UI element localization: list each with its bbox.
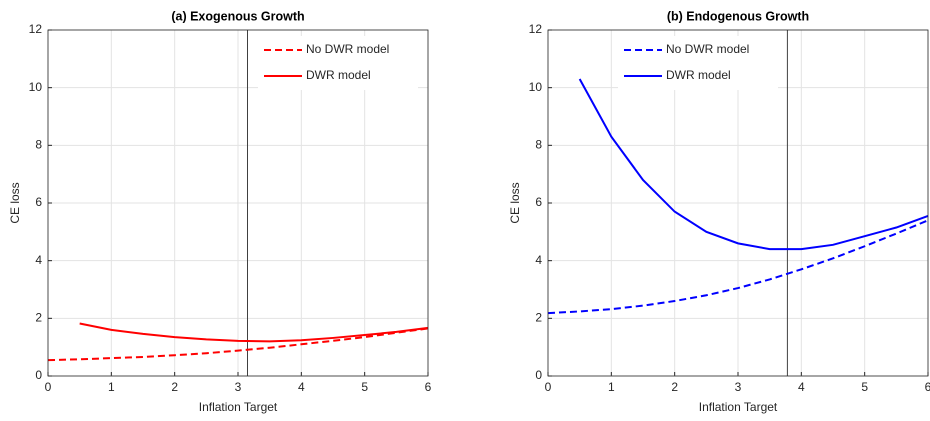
x-tick-label: 2 — [671, 380, 678, 394]
x-tick-label: 1 — [608, 380, 615, 394]
series-line — [79, 322, 429, 343]
y-tick-label: 4 — [35, 253, 42, 267]
legend-label: DWR model — [306, 68, 371, 82]
y-tick-label: 2 — [35, 311, 42, 325]
legend-box — [258, 36, 418, 90]
y-tick-label: 6 — [535, 195, 542, 209]
legend-label: DWR model — [666, 68, 731, 82]
x-tick-label: 3 — [735, 380, 742, 394]
x-tick-label: 3 — [235, 380, 242, 394]
x-axis-label: Inflation Target — [199, 400, 278, 414]
y-tick-label: 10 — [529, 80, 543, 94]
y-tick-label: 8 — [35, 138, 42, 152]
legend-label: No DWR model — [666, 42, 749, 56]
y-tick-label: 0 — [535, 368, 542, 382]
y-tick-label: 8 — [535, 138, 542, 152]
series-line — [47, 327, 429, 362]
y-tick-label: 12 — [529, 22, 543, 36]
x-tick-label: 0 — [545, 380, 552, 394]
x-tick-label: 4 — [298, 380, 305, 394]
y-tick-label: 0 — [35, 368, 42, 382]
x-tick-label: 5 — [861, 380, 868, 394]
series-line — [547, 219, 929, 315]
y-tick-label: 10 — [29, 80, 43, 94]
y-axis-label: CE loss — [508, 182, 522, 223]
chart-title: (b) Endogenous Growth — [667, 9, 809, 23]
y-tick-label: 6 — [35, 195, 42, 209]
x-axis-label: Inflation Target — [699, 400, 778, 414]
x-tick-label: 4 — [798, 380, 805, 394]
series-line — [578, 78, 929, 251]
y-tick-label: 12 — [29, 22, 43, 36]
legend-box — [618, 36, 778, 90]
x-tick-label: 1 — [108, 380, 115, 394]
chart-title: (a) Exogenous Growth — [171, 9, 304, 23]
x-tick-label: 6 — [425, 380, 432, 394]
axes-frame — [547, 29, 929, 377]
y-axis-label: CE loss — [8, 182, 22, 223]
y-tick-label: 2 — [535, 311, 542, 325]
y-tick-label: 4 — [535, 253, 542, 267]
axes-frame — [47, 29, 429, 377]
x-tick-label: 0 — [45, 380, 52, 394]
x-tick-label: 2 — [171, 380, 178, 394]
x-tick-label: 5 — [361, 380, 368, 394]
x-tick-label: 6 — [925, 380, 930, 394]
legend-label: No DWR model — [306, 42, 389, 56]
